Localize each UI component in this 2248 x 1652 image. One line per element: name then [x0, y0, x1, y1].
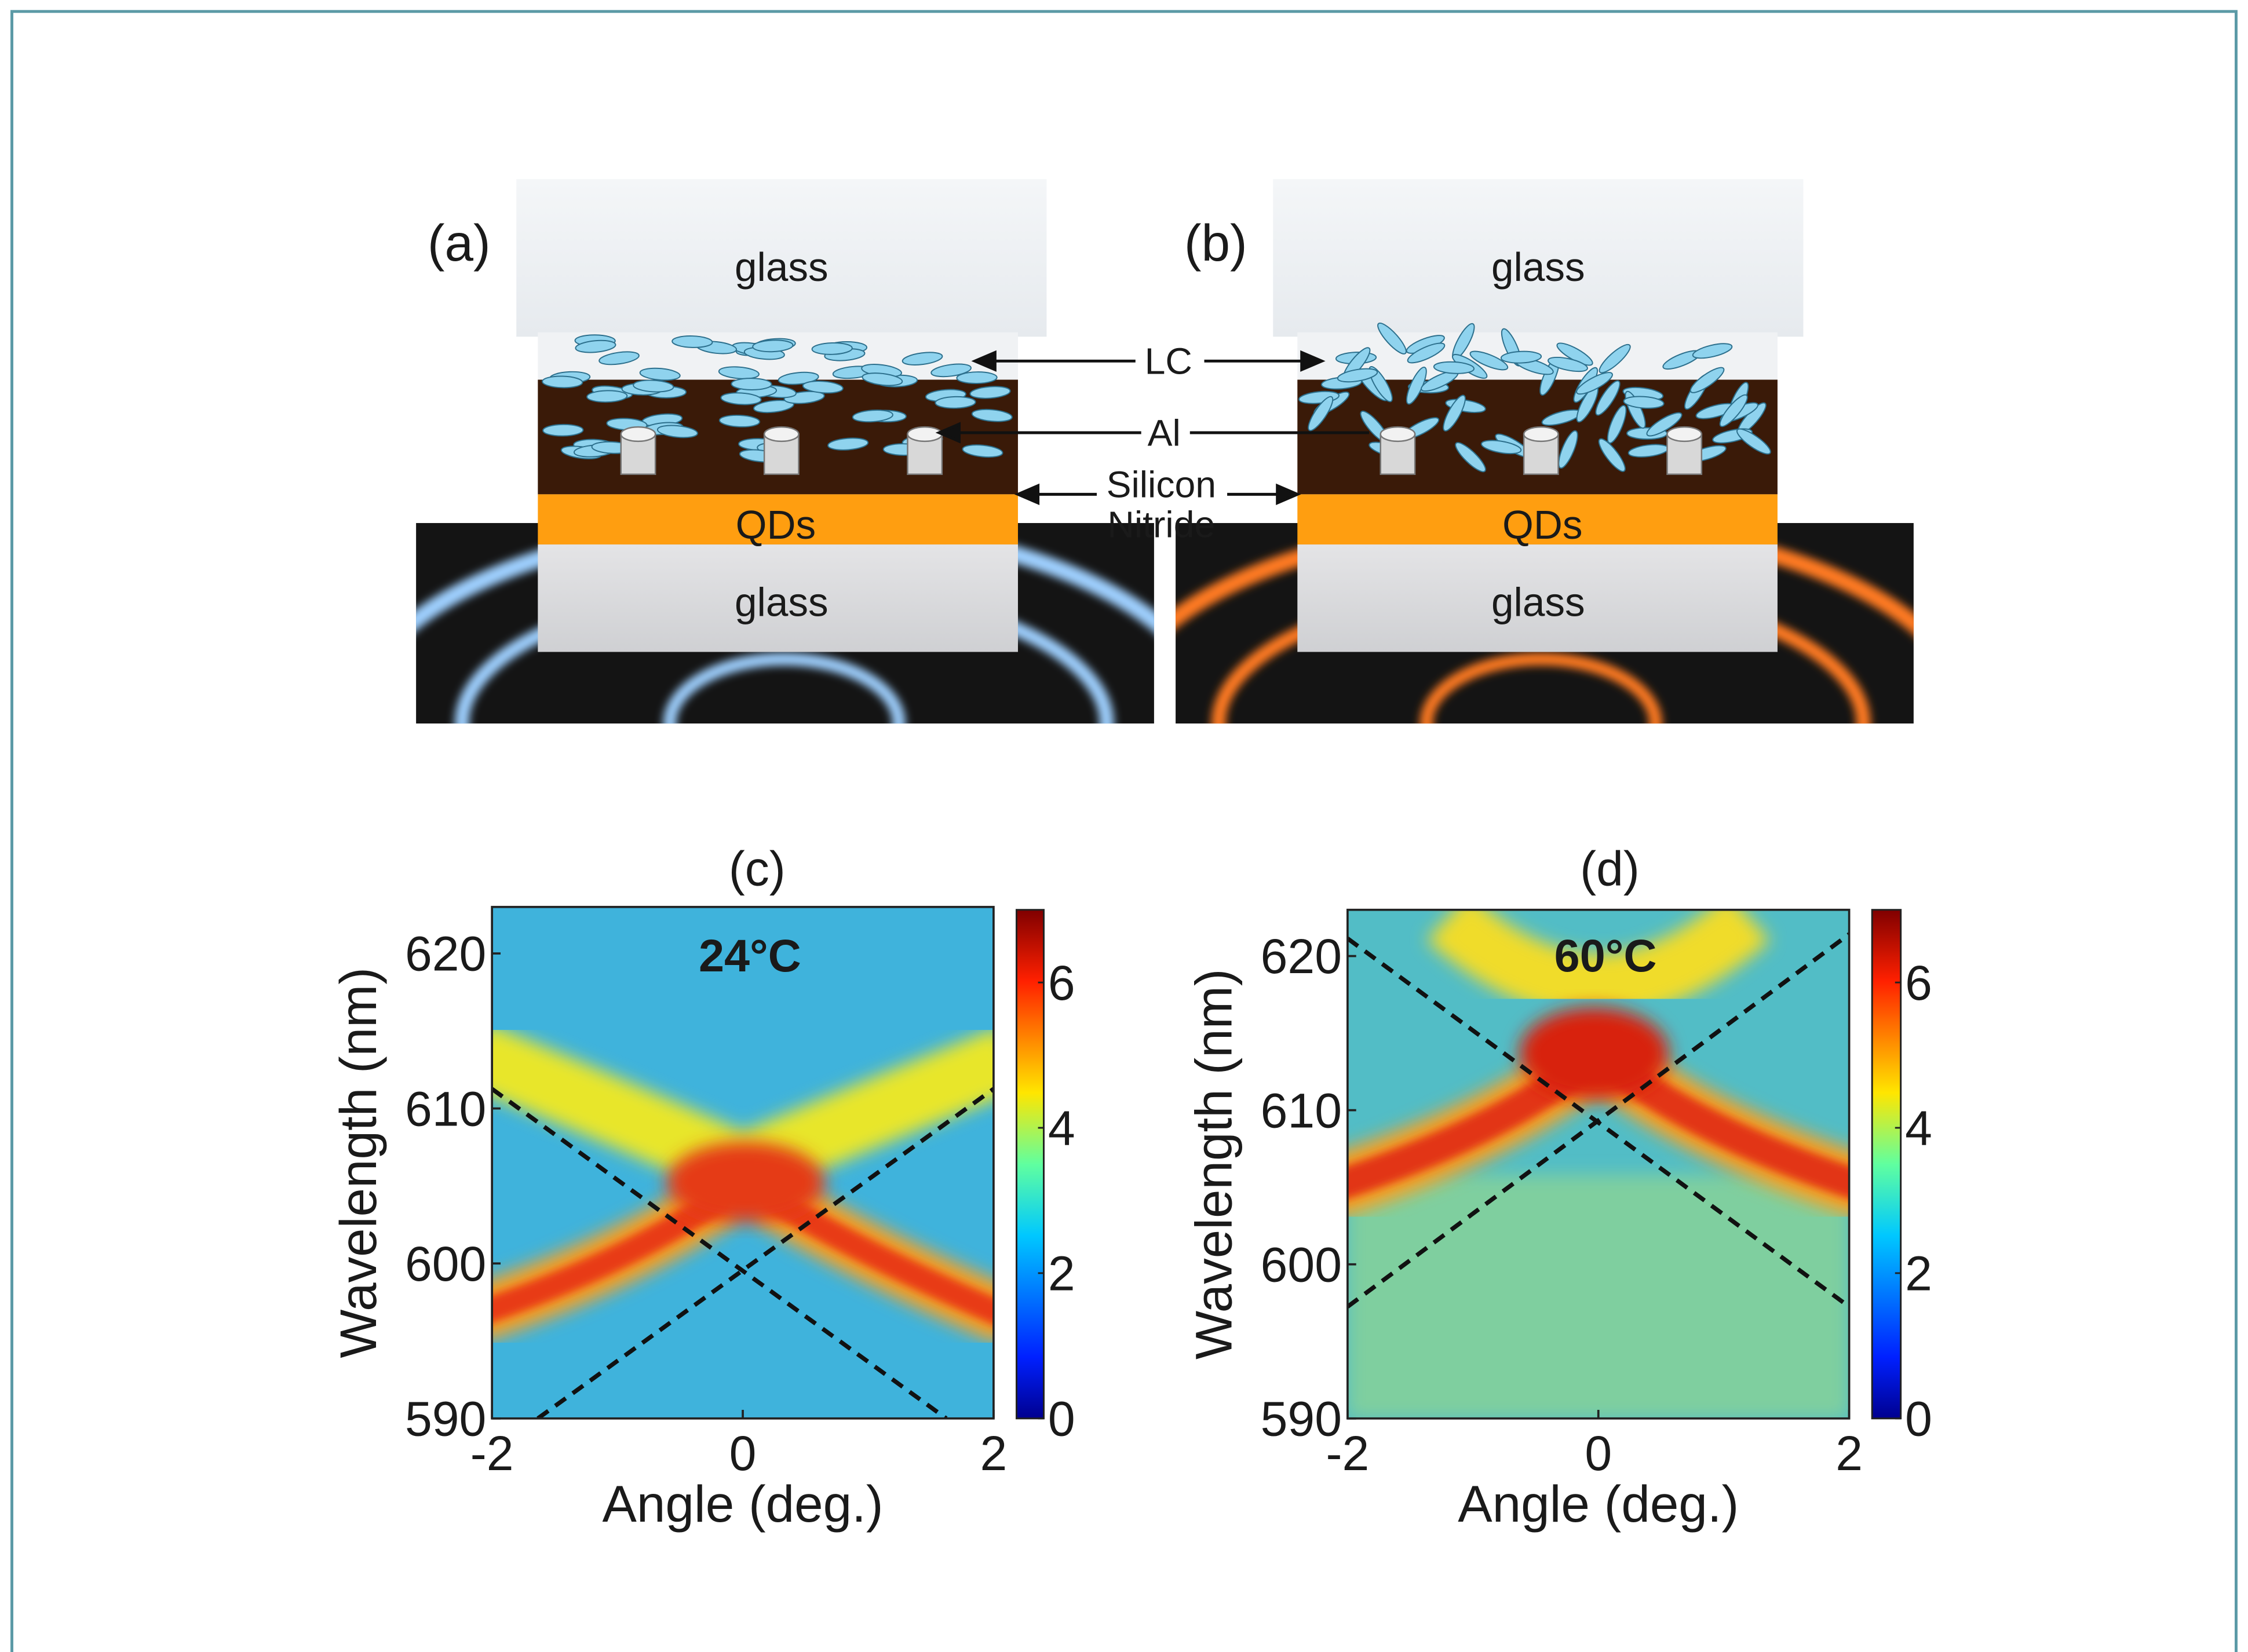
x-axis-label: Angle (deg.) — [1458, 1475, 1739, 1533]
colorbar-tick-label: 6 — [1048, 956, 1075, 1010]
layer-label: glass — [1491, 580, 1585, 625]
heatmap-image — [1326, 910, 1871, 1419]
y-tick-label: 620 — [405, 927, 486, 981]
y-tick-label: 590 — [1261, 1391, 1342, 1446]
callout-label: Al — [1148, 412, 1181, 454]
heatmap-annotation: 24°C — [699, 930, 801, 981]
colorbar-tick-label: 4 — [1048, 1101, 1075, 1156]
x-tick-label: 0 — [729, 1426, 757, 1481]
x-tick-label: 0 — [1585, 1426, 1612, 1481]
y-tick-label: 600 — [1261, 1237, 1342, 1292]
al-pillar-top — [764, 427, 798, 441]
colorbar-tick-label: 2 — [1905, 1247, 1932, 1301]
colorbar — [1016, 910, 1043, 1419]
x-axis-label: Angle (deg.) — [603, 1475, 884, 1533]
x-tick-label: 2 — [1835, 1426, 1863, 1481]
y-tick-label: 590 — [405, 1391, 486, 1446]
colorbar-tick-label: 4 — [1905, 1101, 1932, 1156]
callout-label: Silicon — [1107, 463, 1216, 505]
layer-label: glass — [1491, 244, 1585, 290]
heatmap-annotation: 60°C — [1554, 930, 1657, 981]
panel-label: (a) — [428, 214, 491, 272]
colorbar-tick-label: 6 — [1905, 956, 1932, 1010]
al-pillar-top — [907, 427, 941, 441]
panel-b-illustration — [1111, 179, 1971, 924]
y-tick-label: 600 — [405, 1237, 486, 1291]
x-tick-label: 2 — [980, 1426, 1008, 1481]
al-pillar-top — [1381, 427, 1415, 441]
al-pillar-top — [1667, 427, 1701, 441]
al-pillar-top — [1524, 427, 1558, 441]
colorbar-tick-label: 0 — [1048, 1391, 1075, 1446]
panel-a-illustration — [355, 179, 1214, 924]
y-tick-label: 620 — [1261, 929, 1342, 984]
callout-label: Nitride — [1107, 504, 1215, 546]
panel-title: (c) — [729, 842, 786, 896]
lc-molecule — [587, 390, 627, 403]
heatmap-image — [473, 907, 1011, 1419]
lc-molecule — [935, 396, 976, 408]
y-axis-label: Wavelength (nm) — [1185, 968, 1243, 1359]
lc-molecule — [731, 378, 771, 390]
layer-label: QDs — [1502, 502, 1583, 547]
layer-label: glass — [735, 580, 829, 625]
colorbar-tick-label: 0 — [1905, 1391, 1932, 1446]
page: { "panels": [ {"label": "(a)", "glass_to… — [0, 0, 2248, 1652]
layer-label: glass — [735, 244, 829, 290]
panel-title: (d) — [1580, 842, 1640, 896]
y-axis-label: Wavelength (nm) — [329, 967, 387, 1358]
y-tick-label: 610 — [405, 1081, 486, 1136]
layer-label: QDs — [736, 502, 816, 547]
panel-label: (b) — [1184, 214, 1247, 272]
colorbar — [1872, 910, 1900, 1419]
y-tick-label: 610 — [1261, 1083, 1342, 1138]
lc-molecule — [542, 376, 583, 388]
figure: (a) glass QDs glass (b) glass QDs glass … — [0, 0, 2248, 1652]
al-pillar-top — [621, 427, 655, 441]
lc-molecule — [543, 424, 583, 436]
frame — [12, 12, 2236, 1652]
colorbar-tick-label: 2 — [1048, 1247, 1075, 1301]
callout-label: LC — [1145, 341, 1192, 382]
